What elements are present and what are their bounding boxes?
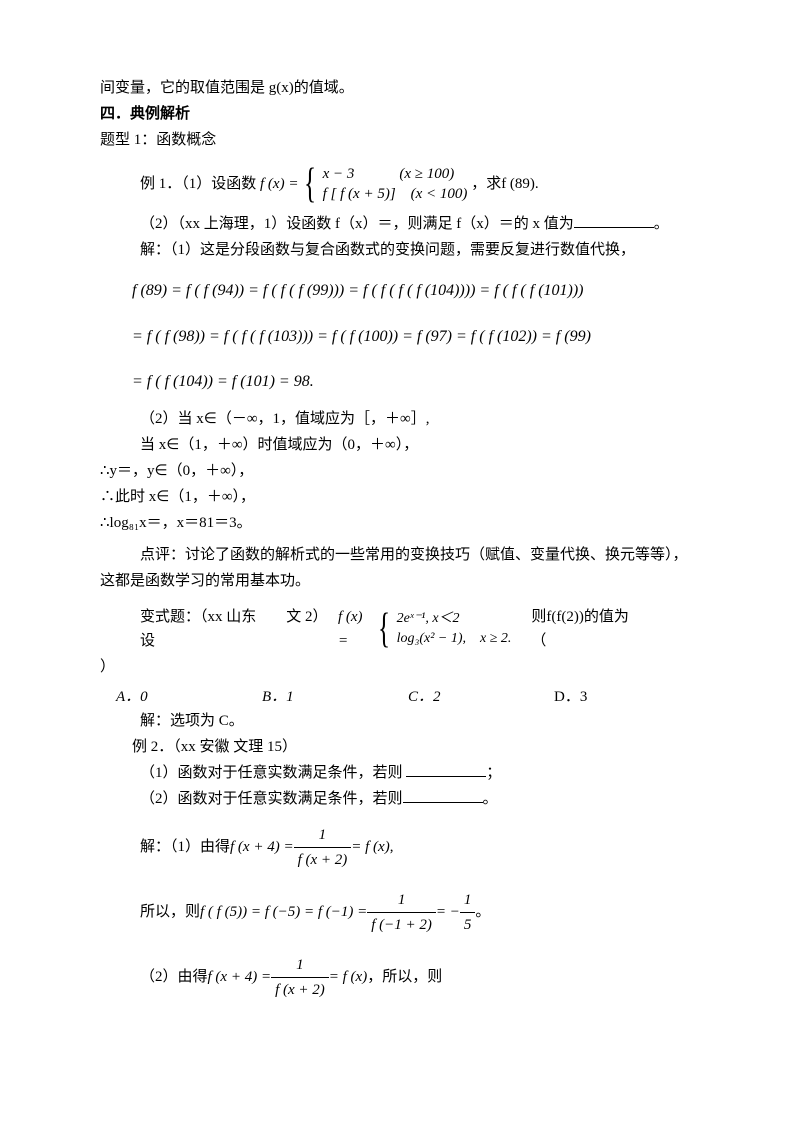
ex2-so: 所以，则 f ( f (5)) = f (−5) = f (−1) = 1 f … <box>100 888 700 937</box>
frac1-den: f (x + 2) <box>294 847 352 872</box>
ex1-p2c: ∴y＝，y∈（0，＋∞）， <box>100 459 700 483</box>
example1-p2: （2）（xx 上海理，1）设函数 f（x）＝，则满足 f（x）＝的 x 值为 。 <box>100 212 700 236</box>
variant-fx: f (x) = <box>338 605 372 653</box>
variant-case-top: 2eˣ⁻¹, x＜2 <box>397 609 512 629</box>
ex1-p2e: ∴log₈₁x＝，x＝81＝3。 <box>100 511 700 535</box>
variant-case-bot: log₃(x² − 1), x ≥ 2. <box>397 629 512 649</box>
ex2-p2-pre: （2）函数对于任意实数满足条件，若则 <box>140 791 403 807</box>
section-title: 四．典例解析 <box>100 102 700 126</box>
ex2-comma: , <box>390 835 394 859</box>
ex2-title: 例 2．（xx 安徽 文理 15） <box>100 735 700 759</box>
ex2-p1: （1）函数对于任意实数满足条件，若则 ； <box>100 761 700 785</box>
blank-3 <box>403 788 483 803</box>
ex1-p2-pre: （2）（xx 上海理，1）设函数 f（x）＝，则满足 f（x）＝的 x 值为 <box>140 216 574 232</box>
choice-d: D．3 <box>554 685 700 709</box>
ex1-fx: f (x) = <box>260 172 298 196</box>
left-brace-icon-2: { <box>378 611 390 647</box>
problem-type: 题型 1：函数概念 <box>100 128 700 152</box>
variant-post: 则f(f(2))的值为 （ <box>531 605 700 653</box>
ex1-p2a: （2）当 x∈（－∞，1，值域应为［，＋∞］, <box>100 407 700 431</box>
frac4-den: f (x + 2) <box>271 977 329 1002</box>
ex2-p2-post: 。 <box>483 791 498 807</box>
variant-close: ） <box>100 655 700 679</box>
ex2-eq-fx: = f (x) <box>351 835 389 859</box>
ex2-p2sol-pre: （2）由得 <box>140 965 208 989</box>
example1-p1: 例 1．（1）设函数 f (x) = { x − 3 (x ≥ 100) f [… <box>100 164 700 204</box>
ex2-sol2: （2）由得 f (x + 4) = 1 f (x + 2) = f (x) ，所… <box>100 953 700 1002</box>
ex1-eq3: = f ( f (104)) = f (101) = 98. <box>100 369 700 395</box>
choice-row: A．0 B．1 C．2 D．3 <box>100 685 700 709</box>
ex1-case-top: x − 3 (x ≥ 100) <box>323 164 468 184</box>
ex2-fx4b: f (x + 4) = <box>208 965 272 989</box>
frac3-den: 5 <box>460 912 476 937</box>
ex2-p2: （2）函数对于任意实数满足条件，若则 。 <box>100 787 700 811</box>
ex1-sol-line: 解：（1）这是分段函数与复合函数式的变换问题，需要反复进行数值代换， <box>100 238 700 262</box>
variant-pre: 变式题：（xx 山东 文 2）设 <box>140 605 338 653</box>
frac2-den: f (−1 + 2) <box>367 912 436 937</box>
ex2-sol1-pre: 解：（1）由得 <box>140 835 230 859</box>
ex1-p2b: 当 x∈（1，＋∞）时值域应为（0，＋∞）， <box>100 433 700 457</box>
choice-c: C．2 <box>408 685 554 709</box>
ex2-sol1: 解：（1）由得 f (x + 4) = 1 f (x + 2) = f (x) … <box>100 823 700 872</box>
frac4-num: 1 <box>292 953 308 977</box>
variant-sol: 解：选项为 C。 <box>100 709 700 733</box>
ex1-comment1: 点评：讨论了函数的解析式的一些常用的变换技巧（赋值、变量代换、换元等等）， <box>100 543 700 567</box>
ex1-eq1: f (89) = f ( f (94)) = f ( f ( f (99))) … <box>100 278 700 304</box>
ex2-p1-pre: （1）函数对于任意实数满足条件，若则 <box>140 765 406 781</box>
left-brace-icon: { <box>304 166 316 202</box>
ex1-post: ，求f (89). <box>471 176 539 192</box>
frac3-num: 1 <box>460 888 476 912</box>
ex1-eq2: = f ( f (98)) = f ( f ( f (103))) = f ( … <box>100 324 700 350</box>
ex2-eq-fxb: = f (x) <box>329 965 367 989</box>
ex1-comment2: 这都是函数学习的常用基本功。 <box>100 569 700 593</box>
frac1-num: 1 <box>315 823 331 847</box>
ex2-p2-so: ，所以，则 <box>367 965 442 989</box>
choice-a: A．0 <box>100 685 262 709</box>
ex1-case-bot: f [ f (x + 5)] (x < 100) <box>323 184 468 204</box>
ex2-fx4: f (x + 4) = <box>230 835 294 859</box>
blank-2 <box>406 762 486 777</box>
ex1-pre: 例 1．（1）设函数 <box>140 176 260 192</box>
frac2-num: 1 <box>394 888 410 912</box>
ex1-p2d: ∴此时 x∈（1，＋∞）， <box>100 485 700 509</box>
variant-line: 变式题：（xx 山东 文 2）设 f (x) = { 2eˣ⁻¹, x＜2 lo… <box>100 605 700 653</box>
ex2-ff5: f ( f (5)) = f (−5) = f (−1) = <box>200 900 367 924</box>
intro-line: 间变量，它的取值范围是 g(x)的值域。 <box>100 76 700 100</box>
ex2-eq-neg: = − <box>436 900 460 924</box>
ex2-p1-post: ； <box>486 765 501 781</box>
ex1-p2-post: 。 <box>654 216 669 232</box>
ex2-period: 。 <box>475 900 490 924</box>
ex2-so-pre: 所以，则 <box>140 900 200 924</box>
choice-b: B．1 <box>262 685 408 709</box>
blank-1 <box>574 213 654 228</box>
